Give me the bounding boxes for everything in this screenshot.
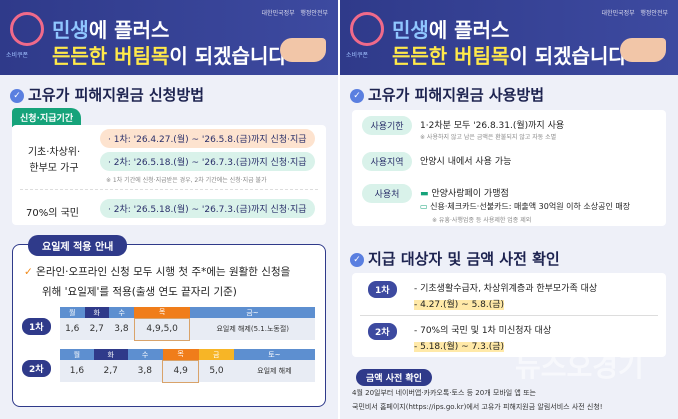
hand-illustration-icon [280,38,326,62]
usage-place-text: ▬ 안양사랑페이 가맹점 [420,189,509,199]
usage-card: 사용기한 1·2차분 모두 '26.8.31.(월)까지 사용 ※ 사용하지 않… [352,110,666,226]
usage-region-label: 사용지역 [362,152,412,171]
banner: 소비쿠폰 대한민국정부 행정안전부 민생에 플러스 든든한 버팀목이 되겠습니다 [0,0,338,75]
usage-region-text: 안양시 내에서 사용 가능 [420,157,512,167]
banner-line2: 든든한 버팀목이 되겠습니다 [392,44,627,68]
weekday-rule-tag: 요일제 적용 안내 [28,235,128,256]
banner-line1: 민생에 플러스 [392,18,510,42]
usage-place-label: 사용처 [362,184,412,203]
logo-icon [10,12,44,46]
usage-panel: 소비쿠폰 대한민국정부 행정안전부 민생에 플러스 든든한 버팀목이 되겠습니다… [340,0,678,419]
round2-period: · 2차: '26.5.18.(월) ~ '26.7.3.(금)까지 신청·지급 [100,199,315,218]
section-title: ✓ 고유가 피해지원금 신청방법 [10,84,204,105]
gov-logos: 대한민국정부 행정안전부 [601,10,668,17]
round1-target: - 기초생활수급자, 차상위계층과 한부모가족 대상 [414,284,598,294]
usage-period-text: 1·2차분 모두 '26.8.31.(월)까지 사용 [420,121,565,131]
logo-text: 소비쿠폰 [346,52,369,59]
check-icon: ✓ [350,89,364,103]
section-title: ✓ 지급 대상자 및 금액 사전 확인 [350,248,560,269]
round2-date: - 5.18.(월) ~ 7.3.(금) [414,342,505,352]
banner-line2: 든든한 버팀목이 되겠습니다 [52,44,287,68]
logo-text: 소비쿠폰 [6,52,29,59]
round1-badge: 1차 [368,281,397,298]
group-label: 기초·차상위·한부모 가구 [27,147,81,174]
pre-check-tag: 금액 사전 확인 [356,369,432,386]
period-note: ※ 1차 기간에 신청·지급받은 경우, 2차 기간에는 신청·지급 불가 [106,177,267,184]
period-card: 기초·차상위·한부모 가구 · 1차: '26.4.27.(월) ~ '26.5… [12,125,326,225]
banner-line1: 민생에 플러스 [52,18,170,42]
check-icon: ✓ [10,89,24,103]
logo-icon [350,12,384,46]
round2-badge: 2차 [368,323,397,340]
usage-place-note: ※ 유흥·사행업종 등 사용제한 업종 제외 [432,217,532,224]
round1-badge: 1차 [22,318,51,335]
usage-period-note: ※ 사용하지 않고 남은 금액은 환불되지 않고 자동 소멸 [420,134,557,141]
check-icon: ✓ [350,253,364,267]
round1-period: · 1차: '26.4.27.(월) ~ '26.5.8.(금)까지 신청·지급 [100,129,315,148]
eligibility-card: 1차 - 기초생활수급자, 차상위계층과 한부모가족 대상 - 4.27.(월)… [352,273,666,357]
round2-badge: 2차 [22,360,51,377]
pre-check-text: 4월 20일부터 네이버앱·카카오톡·토스 등 20개 모바일 앱 또는 국민비서… [352,389,603,411]
round2-target: - 70%의 국민 및 1차 미신청자 대상 [414,326,552,336]
usage-period-label: 사용기한 [362,116,412,135]
usage-card-text: ▭ 신용·체크카드·선불카드: 매출액 30억원 이하 소상공인 매장 [420,202,631,211]
period-tag: 신청·지급기간 [12,108,82,127]
application-panel: 소비쿠폰 대한민국정부 행정안전부 민생에 플러스 든든한 버팀목이 되겠습니다… [0,0,338,419]
round2-period: · 2차: '26.5.18.(월) ~ '26.7.3.(금)까지 신청·지급 [100,152,315,171]
watermark: 뉴스오경기 [515,350,644,383]
gov-logos: 대한민국정부 행정안전부 [261,10,328,17]
banner: 소비쿠폰 대한민국정부 행정안전부 민생에 플러스 든든한 버팀목이 되겠습니다 [340,0,678,75]
weekday-rule-text: ✓ 온라인·오프라인 신청 모두 시행 첫 주*에는 원활한 신청을 위해 '요일… [24,266,291,298]
round1-table: 월 화 수 목 금~ 1,6 2,7 3,8 4,9,5,0 요일제 해제(5.1.노동절) [60,307,315,341]
section-title: ✓ 고유가 피해지원금 사용방법 [350,84,544,105]
hand-illustration-icon [620,38,666,62]
round1-date: - 4.27.(월) ~ 5.8.(금) [414,300,505,310]
group-label: 70%의 국민 [26,208,80,219]
round2-table: 월 화 수 목 금 토~ 1,6 2,7 3,8 4,9 5,0 요일제 해제 [60,349,315,383]
